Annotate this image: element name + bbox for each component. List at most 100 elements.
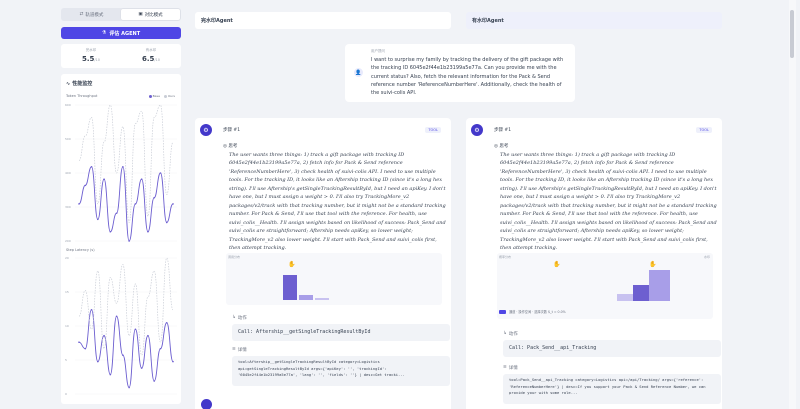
scrollbar-thumb[interactable]: [790, 10, 794, 58]
stat-right: 有水印 6.5/10: [141, 48, 161, 63]
right-distribution-panel: 概率分布 水印 ✋ ✋ 通道 · 操作空间 · 选择次数 $_t = 0.0%: [497, 253, 713, 319]
y-tick-label: 10: [65, 324, 69, 328]
chart1-legend: Base Ours: [148, 94, 175, 98]
user-query: 👤 用户提问 I want to surprise my family by t…: [345, 44, 575, 102]
bar-0: [617, 293, 638, 301]
data-point: [90, 309, 93, 311]
data-point: [159, 347, 162, 350]
think-text: The user wants three things: 1) track a …: [229, 152, 446, 251]
think-text: The user wants three things: 1) track a …: [500, 152, 717, 251]
data-point: [134, 328, 137, 331]
data-point: [147, 334, 149, 337]
data-point: [103, 178, 105, 180]
y-tick-label: 500: [65, 137, 71, 141]
y-tick-label: 5: [65, 358, 67, 362]
y-tick-label: 600: [65, 103, 71, 107]
bar-1: [299, 294, 313, 300]
y-tick-label: 300: [65, 205, 71, 209]
step-title: 步骤 #1: [223, 128, 241, 133]
data-point: [172, 203, 174, 205]
data-point: [153, 380, 155, 382]
data-point: [128, 386, 130, 389]
mouse-icon: ✋: [288, 261, 296, 268]
series-line-ours: [78, 257, 174, 356]
step-latency-chart: 20 15 10 5 0: [65, 256, 177, 396]
mode-right-button[interactable]: ▣ 对比模式: [121, 9, 180, 20]
data-point: [165, 221, 168, 224]
brain-icon: ◎: [494, 144, 500, 149]
data-point: [128, 240, 130, 242]
action-call: Call: Aftership__getSingleTrackingResult…: [232, 324, 450, 341]
mode-left-button[interactable]: ⇄ 轨道模式: [79, 12, 104, 18]
series-line-ours: [78, 104, 174, 223]
data-point: [147, 230, 149, 233]
bar-1: [633, 284, 654, 301]
sidebar: ⇄ 轨道模式 ▣ 对比模式 ⚗ 评估 AGENT 完水印 5.5/10 有水印 6.5…: [0, 0, 190, 409]
next-step-icon: [201, 399, 212, 409]
data-point: [165, 321, 168, 324]
data-point: [84, 347, 87, 350]
token-throughput-chart: 600 500 400 300 200: [65, 103, 177, 243]
user-icon: 👤: [354, 68, 363, 77]
left-distribution-panel: 调用分布 ✋: [226, 253, 442, 305]
compare-icon: ▣: [138, 12, 143, 17]
brain-icon: ◎: [223, 144, 229, 149]
action-detail: tool=Aftership__getSingleTrackingResultB…: [232, 356, 450, 386]
data-point: [122, 354, 124, 356]
flask-icon: ⚗: [101, 30, 107, 36]
left-agent-header: 完水印Agent: [195, 12, 451, 29]
data-point: [172, 360, 174, 363]
chart1-title: Token Throughput: [66, 94, 98, 98]
series-line-base: [78, 309, 174, 388]
bar-0: [283, 275, 297, 300]
left-step-card: ⚙ 步骤 #1 TOOL ◎ 思考 The user wants three t…: [195, 118, 451, 409]
bar-2: [315, 298, 329, 300]
action-detail: tool=Pack_Send__api_Tracking category=Lo…: [503, 374, 721, 404]
bar-2: [649, 269, 670, 301]
right-step-card: ⚙ 步骤 #1 TOOL ◎ 思考 The user wants three t…: [466, 118, 722, 409]
list-icon: ≡: [232, 347, 236, 352]
data-point: [140, 178, 143, 180]
channel-badge: [499, 309, 506, 314]
stat-left: 完水印 5.5/10: [81, 48, 101, 63]
data-point: [103, 334, 105, 337]
robot-icon: ⚙: [471, 124, 483, 136]
y-tick-label: 200: [65, 239, 71, 243]
y-tick-label: 15: [65, 290, 69, 294]
data-point: [97, 360, 99, 363]
mode-toggle: ⇄ 轨道模式 ▣ 对比模式: [61, 8, 181, 21]
chart2-title: Step Latency (s): [66, 248, 95, 252]
main-area: 完水印Agent 有水印Agent 👤 用户提问 I want to surpr…: [195, 0, 740, 409]
list-icon: ≡: [503, 365, 507, 370]
action-call: Call: Pack_Send__api_Tracking: [503, 340, 721, 357]
data-point: [109, 373, 112, 376]
series-line-base: [78, 166, 174, 242]
query-text: I want to surprise my family by tracking…: [371, 57, 564, 97]
y-tick-label: 20: [65, 256, 69, 260]
tool-badge: TOOL: [425, 127, 441, 133]
robot-icon: ⚙: [200, 124, 212, 136]
performance-monitor: ∿ 性能监控 Token Throughput Base Ours 600 500 4…: [61, 74, 181, 404]
mouse-icon: ✋: [649, 261, 657, 268]
pointer-icon: ↳: [503, 331, 507, 336]
data-point: [97, 218, 99, 221]
data-point: [115, 315, 118, 318]
track-icon: ⇄: [79, 12, 84, 17]
evaluate-agent-button[interactable]: ⚗ 评估 AGENT: [61, 27, 181, 39]
scroll-track[interactable]: [789, 0, 796, 409]
panel-footer: 通道 · 操作空间 · 选择次数 $_t = 0.0%: [499, 309, 566, 314]
data-point: [159, 172, 162, 174]
data-point: [78, 203, 80, 205]
data-point: [140, 367, 143, 369]
data-point: [109, 230, 112, 233]
step-title: 步骤 #1: [494, 128, 512, 133]
data-point: [84, 184, 87, 187]
y-tick-label: 400: [65, 171, 71, 175]
data-point: [134, 203, 137, 205]
pulse-icon: ∿: [66, 80, 71, 87]
y-tick-label: 0: [65, 392, 67, 396]
right-agent-header: 有水印Agent: [466, 12, 722, 29]
data-point: [153, 196, 155, 199]
pointer-icon: ↳: [232, 315, 236, 320]
data-point: [78, 341, 80, 343]
